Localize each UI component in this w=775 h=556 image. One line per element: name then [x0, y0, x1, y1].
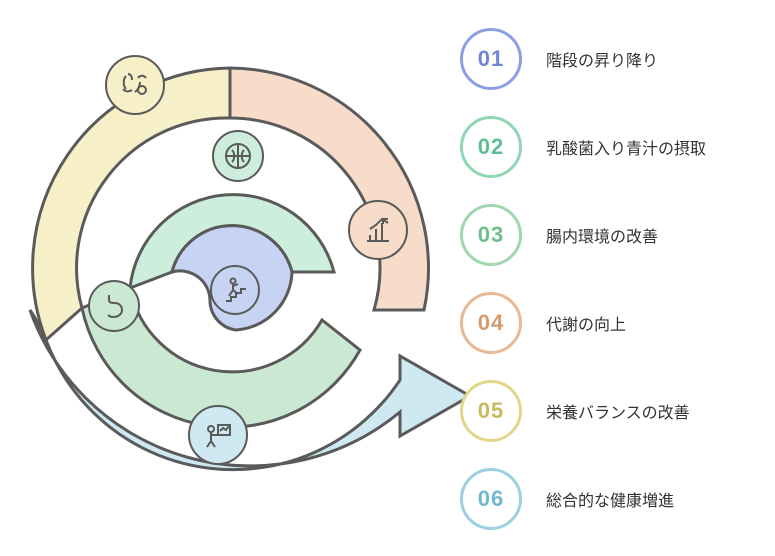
- leaf-clover-icon: [212, 130, 264, 182]
- badge-05: 05: [460, 380, 522, 442]
- legend-row-02: 02 乳酸菌入り青汁の摂取: [460, 116, 706, 178]
- stairs-person-icon: [210, 265, 260, 315]
- badge-num: 06: [478, 486, 504, 512]
- legend-label: 腸内環境の改善: [546, 223, 658, 247]
- badge-num: 03: [478, 222, 504, 248]
- legend-label: 階段の昇り降り: [546, 47, 658, 71]
- legend-row-04: 04 代謝の向上: [460, 292, 706, 354]
- person-presentation-icon: [188, 405, 248, 465]
- legend-row-05: 05 栄養バランスの改善: [460, 380, 706, 442]
- legend-label: 栄養バランスの改善: [546, 399, 690, 423]
- spiral-diagram: [20, 10, 490, 530]
- badge-num: 01: [478, 46, 504, 72]
- legend-row-03: 03 腸内環境の改善: [460, 204, 706, 266]
- infographic-root: 01 階段の昇り降り 02 乳酸菌入り青汁の摂取 03 腸内環境の改善 04 代…: [0, 0, 775, 521]
- badge-03: 03: [460, 204, 522, 266]
- veggies-icon: [105, 55, 165, 115]
- legend-label: 乳酸菌入り青汁の摂取: [546, 135, 706, 159]
- badge-02: 02: [460, 116, 522, 178]
- badge-num: 04: [478, 310, 504, 336]
- badge-01: 01: [460, 28, 522, 90]
- badge-num: 02: [478, 134, 504, 160]
- chart-icon: [348, 200, 408, 260]
- legend-label: 代謝の向上: [546, 311, 626, 335]
- stomach-icon: [88, 280, 140, 332]
- badge-04: 04: [460, 292, 522, 354]
- legend-row-01: 01 階段の昇り降り: [460, 28, 706, 90]
- badge-num: 05: [478, 398, 504, 424]
- legend-label: 総合的な健康増進: [546, 487, 674, 511]
- legend: 01 階段の昇り降り 02 乳酸菌入り青汁の摂取 03 腸内環境の改善 04 代…: [460, 28, 706, 556]
